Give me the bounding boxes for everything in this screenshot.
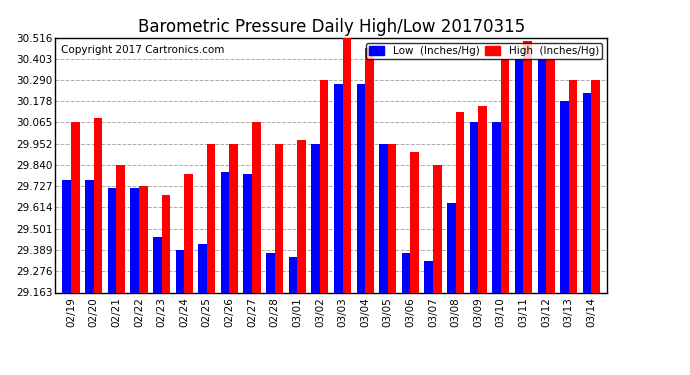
Bar [402, 254, 411, 292]
Title: Barometric Pressure Daily High/Low 20170315: Barometric Pressure Daily High/Low 20170… [137, 18, 525, 36]
Bar [266, 254, 275, 292]
Bar [501, 59, 509, 292]
Bar [455, 112, 464, 292]
Bar [252, 122, 261, 292]
Bar [583, 93, 591, 292]
Bar [380, 144, 388, 292]
Bar [311, 144, 320, 292]
Bar [130, 188, 139, 292]
Bar [357, 84, 365, 292]
Bar [175, 250, 184, 292]
Bar [591, 80, 600, 292]
Bar [524, 40, 532, 292]
Legend: Low  (Inches/Hg), High  (Inches/Hg): Low (Inches/Hg), High (Inches/Hg) [366, 43, 602, 59]
Bar [161, 195, 170, 292]
Bar [478, 106, 487, 292]
Bar [297, 140, 306, 292]
Bar [388, 144, 396, 292]
Bar [560, 101, 569, 292]
Bar [221, 172, 229, 292]
Text: Copyright 2017 Cartronics.com: Copyright 2017 Cartronics.com [61, 45, 224, 55]
Bar [198, 244, 207, 292]
Bar [546, 59, 555, 292]
Bar [424, 261, 433, 292]
Bar [94, 118, 102, 292]
Bar [492, 122, 501, 292]
Bar [320, 80, 328, 292]
Bar [139, 186, 148, 292]
Bar [411, 152, 419, 292]
Bar [153, 237, 161, 292]
Bar [569, 80, 578, 292]
Bar [184, 174, 193, 292]
Bar [244, 174, 252, 292]
Bar [334, 84, 342, 292]
Bar [433, 165, 442, 292]
Bar [515, 59, 524, 292]
Bar [365, 48, 374, 292]
Bar [71, 122, 79, 292]
Bar [62, 180, 71, 292]
Bar [288, 257, 297, 292]
Bar [342, 37, 351, 292]
Bar [447, 202, 455, 292]
Bar [275, 144, 283, 292]
Bar [470, 122, 478, 292]
Bar [85, 180, 94, 292]
Bar [538, 59, 546, 292]
Bar [117, 165, 125, 292]
Bar [229, 144, 238, 292]
Bar [108, 188, 117, 292]
Bar [207, 144, 215, 292]
